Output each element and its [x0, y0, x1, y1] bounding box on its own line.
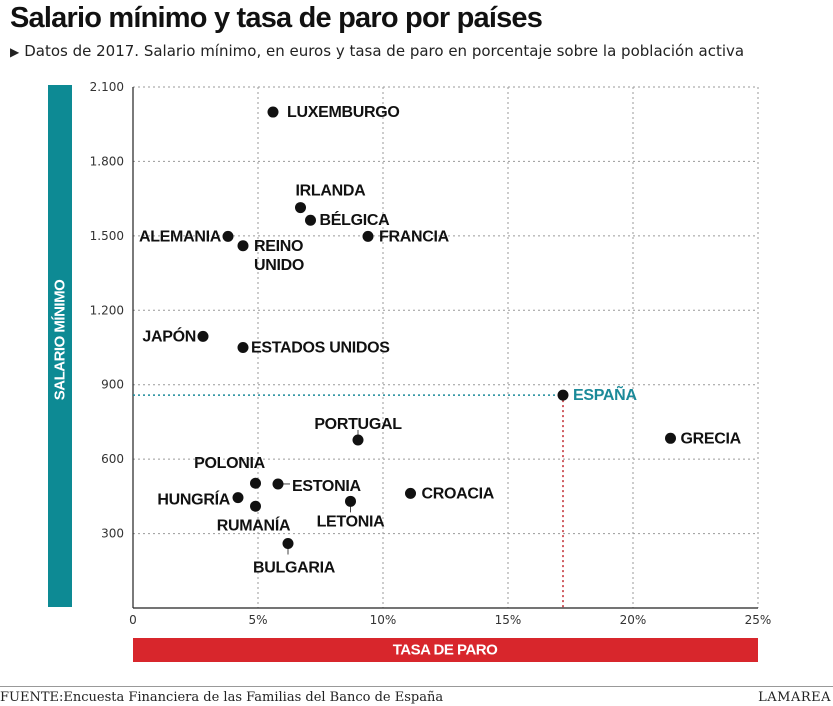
point-label: ESPAÑA [573, 384, 637, 404]
data-point [345, 495, 356, 507]
y-axis-label: SALARIO MÍNIMO [52, 279, 69, 400]
x-axis-label: TASA DE PARO [393, 642, 498, 659]
data-point [405, 487, 416, 499]
point-label: GRECIA [681, 430, 742, 447]
point-label: CROACIA [422, 485, 495, 502]
data-point [237, 342, 249, 353]
data-point [222, 230, 234, 242]
footer: FUENTE:Encuesta Financiera de las Famili… [0, 686, 833, 705]
chart-subtitle: ▶ Datos de 2017. Salario mínimo, en euros… [10, 42, 744, 60]
point-label: PORTUGAL [314, 416, 402, 433]
point-label: BÉLGICA [320, 210, 391, 229]
point-label: IRLANDA [296, 183, 367, 200]
point-label: FRANCIA [379, 228, 450, 245]
point-label: POLONIA [194, 455, 266, 472]
data-point [237, 240, 249, 252]
data-point [557, 389, 569, 401]
data-point [267, 106, 279, 118]
data-point [305, 214, 316, 226]
data-point [282, 537, 294, 549]
scatter-chart: 300 600 900 1.200 1.500 1.800 2.100 0 5% 10% 15% 20… [48, 80, 772, 662]
data-point [232, 492, 244, 504]
data-point [352, 434, 364, 446]
y-tick-label: 2.100 [90, 80, 124, 94]
point-label: REINO [254, 238, 303, 255]
y-tick-label: 1.200 [90, 303, 124, 317]
data-point [197, 330, 209, 342]
point-label: HUNGRÍA [157, 490, 230, 509]
data-point [665, 432, 676, 444]
x-tick-label: 5% [248, 613, 267, 627]
point-label: UNIDO [254, 257, 304, 274]
x-tick-label: 15% [495, 613, 522, 627]
y-axis-label-bar [48, 85, 72, 607]
data-point [295, 202, 306, 214]
point-label: LUXEMBURGO [287, 104, 400, 121]
point-label: ESTADOS UNIDOS [251, 340, 390, 357]
x-tick-label: 0 [129, 613, 137, 627]
x-tick-label: 20% [620, 613, 647, 627]
x-tick-label: 25% [745, 613, 772, 627]
data-point [362, 230, 374, 242]
point-label: RUMANÍA [217, 515, 291, 534]
data-point [250, 500, 261, 512]
y-tick-label: 300 [101, 527, 124, 541]
subtitle-text: Datos de 2017. Salario mínimo, en euros … [24, 42, 745, 60]
y-tick-label: 600 [101, 452, 124, 466]
x-axis-label-bar [133, 638, 758, 662]
point-label: JAPÓN [142, 326, 196, 345]
y-tick-label: 900 [101, 378, 124, 392]
chart-title: Salario mínimo y tasa de paro por países [10, 2, 543, 34]
y-tick-label: 1.800 [90, 154, 124, 168]
footer-brand: LAMAREA [758, 690, 831, 705]
footer-source: FUENTE:Encuesta Financiera de las Famili… [0, 690, 444, 705]
x-tick-label: 10% [370, 613, 397, 627]
data-point [272, 478, 284, 490]
point-label: ESTONIA [292, 478, 361, 495]
point-label: LETONIA [317, 513, 386, 530]
point-label: BULGARIA [253, 559, 336, 576]
y-tick-label: 1.500 [90, 229, 124, 243]
point-label: ALEMANIA [139, 228, 222, 245]
data-point [250, 477, 261, 489]
triangle-right-icon: ▶ [10, 45, 20, 59]
